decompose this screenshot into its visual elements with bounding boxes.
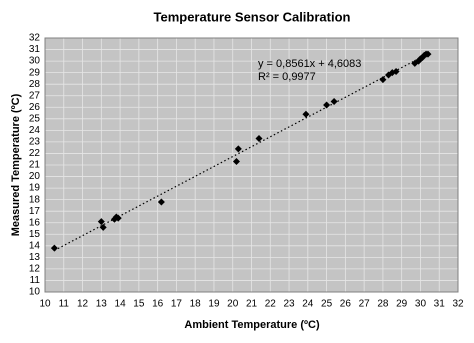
data-point bbox=[330, 98, 338, 105]
x-tick-label: 12 bbox=[77, 299, 89, 310]
x-tick-label: 25 bbox=[321, 299, 333, 310]
x-tick-label: 32 bbox=[452, 299, 464, 310]
x-tick-label: 16 bbox=[152, 299, 164, 310]
y-axis-label: Measured Temperature (ºC) bbox=[10, 93, 22, 236]
y-tick-label: 20 bbox=[29, 171, 41, 182]
data-point bbox=[302, 110, 310, 118]
chart-title: Temperature Sensor Calibration bbox=[154, 9, 351, 24]
x-tick-label: 20 bbox=[227, 299, 239, 310]
data-point bbox=[323, 101, 331, 109]
data-point bbox=[424, 50, 432, 58]
r-squared: R² = 0,9977 bbox=[258, 71, 316, 83]
x-tick-label: 10 bbox=[39, 299, 51, 310]
y-tick-label: 13 bbox=[29, 252, 41, 263]
x-tick-label: 18 bbox=[190, 299, 202, 310]
y-tick-label: 16 bbox=[29, 217, 41, 228]
y-tick-label: 21 bbox=[29, 160, 41, 171]
x-tick-label: 13 bbox=[96, 299, 108, 310]
y-tick-label: 15 bbox=[29, 229, 41, 240]
data-point bbox=[379, 76, 387, 84]
x-axis-label: Ambient Temperature (ºC) bbox=[184, 319, 320, 331]
plot-border bbox=[44, 37, 459, 293]
x-tick-label: 17 bbox=[171, 299, 183, 310]
y-tick-label: 25 bbox=[29, 113, 41, 124]
y-tick-label: 23 bbox=[29, 137, 41, 148]
x-tick-label: 28 bbox=[377, 299, 389, 310]
x-tick-label: 27 bbox=[359, 299, 371, 310]
y-tick-label: 27 bbox=[29, 90, 41, 101]
y-tick-label: 22 bbox=[29, 148, 41, 159]
x-tick-label: 23 bbox=[283, 299, 295, 310]
y-tick-label: 17 bbox=[29, 206, 41, 217]
x-tick-label: 14 bbox=[115, 299, 127, 310]
y-tick-label: 12 bbox=[29, 264, 41, 275]
x-tick-label: 22 bbox=[265, 299, 277, 310]
data-point bbox=[99, 223, 107, 231]
y-tick-label: 10 bbox=[29, 287, 41, 298]
data-point bbox=[97, 218, 105, 226]
data-point bbox=[232, 158, 240, 166]
trendline-equation: y = 0,8561x + 4,6083 bbox=[258, 58, 361, 70]
x-tick-label: 26 bbox=[340, 299, 352, 310]
y-tick-label: 29 bbox=[29, 67, 41, 78]
y-tick-label: 32 bbox=[29, 33, 41, 44]
x-tick-label: 24 bbox=[302, 299, 314, 310]
x-tick-label: 11 bbox=[59, 299, 70, 310]
y-tick-label: 28 bbox=[29, 79, 41, 90]
y-tick-label: 30 bbox=[29, 56, 41, 67]
data-point bbox=[234, 145, 242, 153]
data-point bbox=[114, 214, 122, 222]
y-tick-label: 11 bbox=[30, 275, 41, 286]
data-point bbox=[50, 244, 58, 252]
x-tick-label: 15 bbox=[133, 299, 145, 310]
x-tick-label: 29 bbox=[396, 299, 408, 310]
y-tick-label: 24 bbox=[29, 125, 41, 136]
y-tick-label: 18 bbox=[29, 194, 41, 205]
x-tick-label: 19 bbox=[208, 299, 220, 310]
y-tick-label: 19 bbox=[29, 183, 41, 194]
data-point bbox=[392, 67, 400, 75]
x-tick-label: 21 bbox=[246, 299, 258, 310]
data-point bbox=[157, 198, 165, 206]
x-tick-label: 30 bbox=[415, 299, 427, 310]
y-tick-label: 26 bbox=[29, 102, 41, 113]
y-tick-label: 14 bbox=[29, 240, 41, 251]
y-tick-label: 31 bbox=[29, 44, 41, 55]
data-point bbox=[255, 134, 263, 142]
x-tick-label: 31 bbox=[434, 299, 446, 310]
